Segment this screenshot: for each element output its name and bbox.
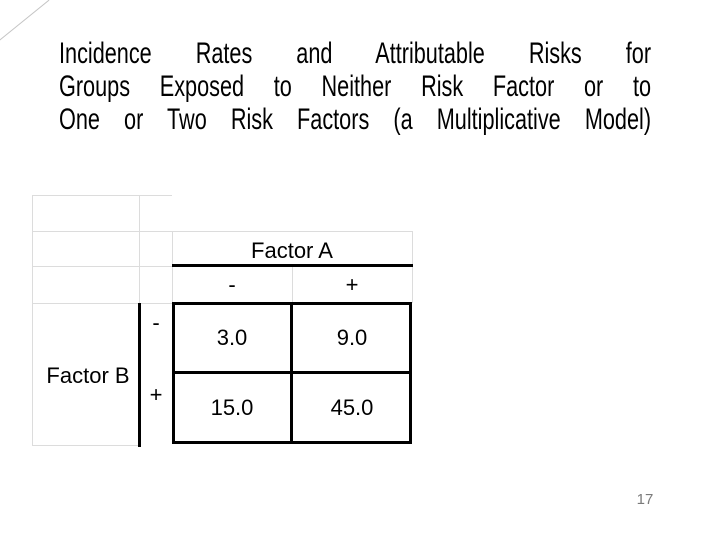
table-cell-value: 45.0 xyxy=(330,395,374,420)
grid-line-vertical xyxy=(292,267,293,303)
grid-line-horizontal xyxy=(32,266,172,267)
data-table-row-divider xyxy=(172,371,412,374)
slide-title: Incidence Rates and Attributable Risks f… xyxy=(59,37,659,136)
factor-b-label: Factor B xyxy=(46,363,130,388)
grid-line-horizontal xyxy=(32,303,172,304)
slide-title-line-1: Incidence Rates and Attributable Risks f… xyxy=(59,37,652,70)
page-number: 17 xyxy=(636,491,654,508)
row-header-minus: - xyxy=(152,310,160,335)
row-header-plus: + xyxy=(149,382,163,407)
grid-line-vertical xyxy=(172,231,173,303)
slide-title-line-2: Groups Exposed to Neither Risk Factor or… xyxy=(59,70,652,103)
grid-line-horizontal xyxy=(32,231,413,232)
column-header-minus: - xyxy=(228,272,236,297)
table-cell-value: 3.0 xyxy=(216,325,248,350)
table-cell-value: 9.0 xyxy=(336,325,368,350)
table-cell-value: 15.0 xyxy=(210,395,254,420)
factor-a-underline xyxy=(172,264,413,267)
grid-line-horizontal xyxy=(32,195,172,196)
slide-title-line-3: One or Two Risk Factors (a Multiplicativ… xyxy=(59,103,652,136)
grid-line-vertical xyxy=(412,231,413,303)
factor-b-separator-line xyxy=(138,303,141,447)
factor-a-label: Factor A xyxy=(251,238,333,263)
corner-fold-line xyxy=(0,0,50,41)
grid-line-vertical xyxy=(32,195,33,445)
grid-line-horizontal xyxy=(32,445,140,446)
column-header-plus: + xyxy=(345,272,359,297)
grid-line-vertical xyxy=(139,195,140,303)
